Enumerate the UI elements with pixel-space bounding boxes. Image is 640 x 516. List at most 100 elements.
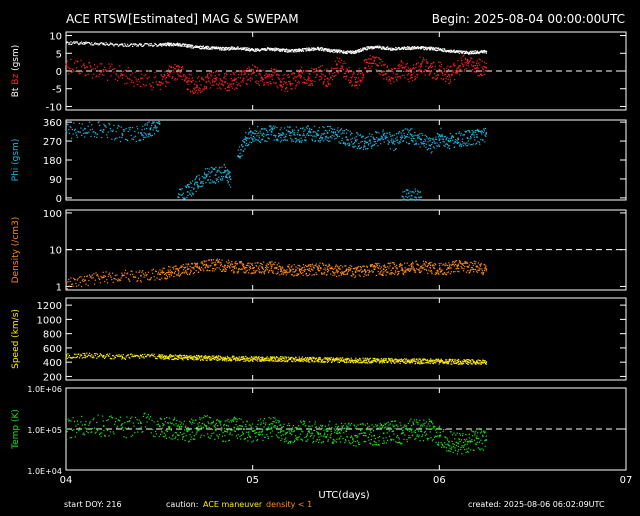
density-mark-point — [252, 267, 254, 269]
density-mark — [453, 271, 454, 272]
density-mark — [300, 269, 301, 270]
bt-mark — [392, 50, 393, 51]
density-mark — [354, 277, 355, 278]
bz-mark — [107, 80, 108, 81]
density-mark — [73, 278, 74, 279]
bz-mark — [431, 67, 432, 68]
phi-mark-point — [187, 191, 189, 193]
density-mark — [83, 281, 84, 282]
speed-mark — [261, 357, 262, 358]
bz-mark — [214, 78, 215, 79]
speed-mark — [217, 360, 218, 361]
phi-mark — [293, 141, 294, 142]
speed-mark — [216, 359, 217, 360]
phi-mark — [103, 124, 104, 125]
speed-mark — [227, 356, 228, 357]
phi-mark — [144, 128, 145, 129]
density-mark — [258, 268, 259, 269]
density-mark — [477, 272, 478, 273]
phi-mark — [132, 127, 133, 128]
bt-mark — [150, 45, 151, 46]
density-mark — [334, 272, 335, 273]
phi-mark — [320, 137, 321, 138]
bt-mark — [77, 42, 78, 43]
density-mark — [345, 265, 346, 266]
density-mark — [202, 263, 203, 264]
phi-mark — [419, 197, 420, 198]
phi-mark — [418, 191, 419, 192]
density-mark — [331, 267, 332, 268]
density-mark-point — [458, 265, 460, 267]
phi-mark — [297, 134, 298, 135]
phi-mark — [397, 139, 398, 140]
phi-mark — [326, 137, 327, 138]
bz-mark — [363, 75, 364, 76]
bt-mark — [282, 50, 283, 51]
phi-mark-point — [224, 170, 226, 172]
density-mark — [226, 269, 227, 270]
bt-mark — [69, 42, 70, 43]
bz-mark — [207, 75, 208, 76]
density-mark — [227, 267, 228, 268]
density-mark — [404, 272, 405, 273]
density-mark — [363, 271, 364, 272]
bt-mark — [358, 50, 359, 51]
phi-mark — [208, 171, 209, 172]
phi-mark — [408, 137, 409, 138]
phi-mark — [387, 137, 388, 138]
speed-mark — [206, 360, 207, 361]
phi-mark-point — [215, 174, 217, 176]
density-mark — [455, 264, 456, 265]
speed-mark — [286, 358, 287, 359]
speed-mark — [255, 359, 256, 360]
bz-mark — [436, 71, 437, 72]
density-mark — [131, 271, 132, 272]
speed-mark — [211, 358, 212, 359]
phi-mark — [360, 148, 361, 149]
bt-mark — [118, 45, 119, 46]
phi-mark — [396, 148, 397, 149]
speed-mark — [126, 356, 127, 357]
phi-mark — [415, 135, 416, 136]
phi-mark — [103, 132, 104, 133]
bz-mark — [454, 79, 455, 80]
phi-mark — [415, 191, 416, 192]
bz-mark — [464, 62, 465, 63]
bz-mark — [139, 81, 140, 82]
phi-mark — [147, 124, 148, 125]
bz-mark — [245, 70, 246, 71]
phi-mark — [229, 177, 230, 178]
density-mark — [460, 261, 461, 262]
phi-mark — [250, 130, 251, 131]
bt-mark — [165, 43, 166, 44]
bt-mark-point — [84, 42, 86, 44]
density-mark — [92, 275, 93, 276]
bz-mark — [287, 77, 288, 78]
bt-mark — [67, 42, 68, 43]
phi-mark — [252, 140, 253, 141]
phi-mark — [159, 121, 160, 122]
density-mark — [400, 263, 401, 264]
speed-mark — [271, 356, 272, 357]
density-mark — [416, 268, 417, 269]
density-mark — [461, 263, 462, 264]
bz-mark — [238, 77, 239, 78]
bz-mark-point — [318, 71, 320, 73]
bt-mark — [109, 44, 110, 45]
speed-mark — [87, 356, 88, 357]
phi-mark — [366, 142, 367, 143]
bt-mark — [80, 43, 81, 44]
bt-mark — [129, 45, 130, 46]
density-mark — [451, 271, 452, 272]
speed-mark — [243, 361, 244, 362]
phi-mark — [287, 140, 288, 141]
bz-mark — [323, 81, 324, 82]
speed-mark — [144, 354, 145, 355]
density-mark — [161, 278, 162, 279]
bz-mark — [442, 75, 443, 76]
density-mark — [254, 267, 255, 268]
phi-mark — [146, 136, 147, 137]
bz-mark — [434, 69, 435, 70]
bt-mark — [149, 43, 150, 44]
density-mark — [457, 266, 458, 267]
